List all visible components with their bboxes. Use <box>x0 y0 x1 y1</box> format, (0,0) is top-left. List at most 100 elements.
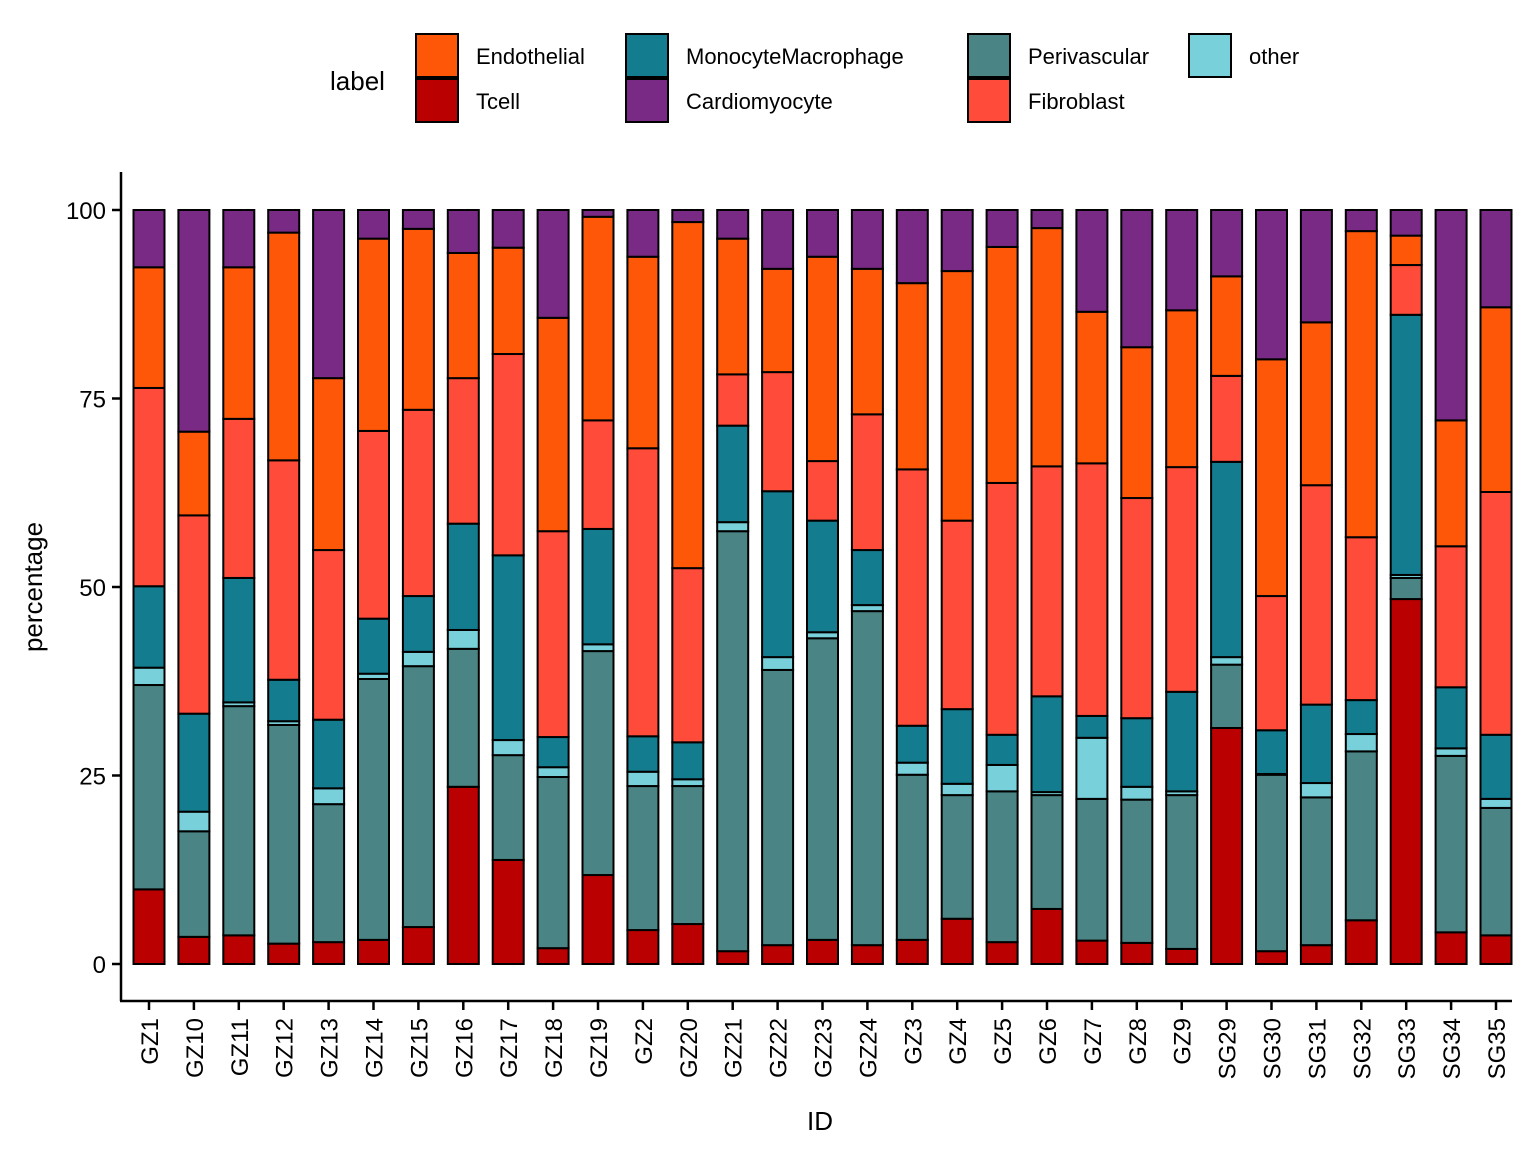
bar-segment-gz16-other <box>446 628 480 650</box>
bar-segment-gz22-tcell <box>761 944 795 966</box>
bar-segment-gz7-monocytemacrophage <box>1075 714 1109 739</box>
x-tick-label-sg32: SG32 <box>1349 1018 1376 1079</box>
bar-segment-gz3-monocytemacrophage <box>895 724 929 764</box>
bar-segment-gz21-endothelial <box>716 237 750 376</box>
bar-segment-gz17-cardiomyocyte <box>491 209 525 249</box>
y-axis-title: percentage <box>18 522 48 652</box>
bar-segment-gz4-monocytemacrophage <box>940 708 974 785</box>
bar-segment-gz4-other <box>940 782 974 797</box>
bar-segment-gz13-cardiomyocyte <box>312 209 346 380</box>
bar-segment-gz21-cardiomyocyte <box>716 209 750 240</box>
legend-swatch-endothelial <box>415 33 459 78</box>
bar-segment-gz4-cardiomyocyte <box>940 209 974 273</box>
bar-segment-gz5-endothelial <box>985 245 1019 484</box>
bar-segment-gz5-monocytemacrophage <box>985 733 1019 766</box>
bar-segment-gz9-perivascular <box>1165 794 1199 950</box>
bar-group-sg31 <box>1299 209 1333 966</box>
legend-swatch-fibroblast <box>967 78 1011 123</box>
x-tick-label-gz1: GZ1 <box>137 1018 164 1065</box>
bar-group-gz2 <box>626 209 660 966</box>
bar-segment-sg31-cardiomyocyte <box>1299 209 1333 324</box>
x-tick-label-gz23: GZ23 <box>811 1018 838 1078</box>
legend-label-fibroblast: Fibroblast <box>1028 89 1125 114</box>
bar-segment-gz17-endothelial <box>491 246 525 356</box>
bar-segment-gz16-monocytemacrophage <box>446 522 480 631</box>
bar-group-gz20 <box>671 209 705 966</box>
x-axis-title: ID <box>807 1106 833 1136</box>
x-tick-label-gz24: GZ24 <box>855 1018 882 1078</box>
bar-segment-gz8-monocytemacrophage <box>1120 717 1154 788</box>
x-tick-label-gz22: GZ22 <box>766 1018 793 1078</box>
bar-segment-gz3-tcell <box>895 938 929 966</box>
bar-segment-gz8-cardiomyocyte <box>1120 209 1154 349</box>
bar-segment-gz3-other <box>895 761 929 776</box>
x-tick-label-sg35: SG35 <box>1484 1018 1511 1079</box>
legend-swatch-cardiomyocyte <box>625 78 669 123</box>
bar-group-gz23 <box>806 209 839 966</box>
bar-segment-gz10-cardiomyocyte <box>177 209 211 433</box>
bar-segment-gz10-fibroblast <box>177 514 211 715</box>
bar-segment-gz6-fibroblast <box>1030 465 1064 698</box>
bar-segment-gz18-endothelial <box>536 316 570 533</box>
bar-segment-sg31-perivascular <box>1299 796 1333 947</box>
bar-group-gz11 <box>222 209 256 966</box>
bar-segment-gz23-cardiomyocyte <box>806 209 839 258</box>
bar-group-sg35 <box>1479 209 1513 966</box>
bar-segment-gz9-cardiomyocyte <box>1165 209 1199 312</box>
legend-label-tcell: Tcell <box>476 89 520 114</box>
bar-segment-gz14-fibroblast <box>357 429 390 620</box>
bar-segment-gz11-cardiomyocyte <box>222 209 256 269</box>
bar-segment-gz15-monocytemacrophage <box>401 595 435 653</box>
bar-segment-sg32-monocytemacrophage <box>1344 699 1378 736</box>
bar-group-gz8 <box>1120 209 1154 965</box>
bar-segment-gz2-cardiomyocyte <box>626 209 660 258</box>
bar-segment-gz2-other <box>626 770 660 788</box>
bar-segment-gz19-endothelial <box>581 215 615 422</box>
bar-segment-gz23-endothelial <box>806 255 839 463</box>
bar-segment-sg33-cardiomyocyte <box>1389 209 1423 237</box>
bar-segment-gz1-cardiomyocyte <box>132 209 166 269</box>
bar-segment-sg30-fibroblast <box>1255 595 1288 732</box>
bar-segment-gz23-tcell <box>806 938 839 966</box>
bar-segment-gz7-cardiomyocyte <box>1075 209 1109 313</box>
bar-segment-gz8-perivascular <box>1120 798 1154 944</box>
bar-segment-gz24-monocytemacrophage <box>850 549 884 607</box>
bar-segment-gz22-perivascular <box>761 668 795 947</box>
legend-swatch-perivascular <box>967 33 1011 78</box>
bar-segment-gz16-perivascular <box>446 647 480 788</box>
bar-segment-gz12-endothelial <box>267 231 301 462</box>
bar-segment-gz14-perivascular <box>357 677 390 941</box>
bar-segment-gz17-tcell <box>491 858 525 965</box>
bar-segment-gz2-tcell <box>626 929 660 966</box>
bar-segment-gz5-tcell <box>985 941 1019 965</box>
legend-item-monocytemacrophage: MonocyteMacrophage <box>625 33 904 78</box>
bar-segment-gz5-other <box>985 763 1019 793</box>
bar-segment-gz12-tcell <box>267 942 301 966</box>
bar-segment-sg33-fibroblast <box>1389 264 1423 316</box>
bar-segment-gz15-tcell <box>401 926 435 966</box>
bar-segment-gz12-perivascular <box>267 723 301 945</box>
bar-segment-sg32-perivascular <box>1344 750 1378 922</box>
bar-segment-gz6-endothelial <box>1030 227 1064 468</box>
bar-group-gz17 <box>491 209 525 965</box>
bar-segment-gz13-endothelial <box>312 377 346 552</box>
bar-group-gz6 <box>1030 209 1064 966</box>
x-tick-label-sg33: SG33 <box>1394 1018 1421 1079</box>
bar-segment-gz22-monocytemacrophage <box>761 490 795 659</box>
x-tick-label-gz10: GZ10 <box>182 1018 209 1078</box>
x-tick-label-gz21: GZ21 <box>721 1018 748 1078</box>
bar-segment-gz11-tcell <box>222 934 256 966</box>
bar-segment-gz5-perivascular <box>985 790 1019 944</box>
bar-group-gz16 <box>446 209 480 965</box>
bar-segment-gz19-other <box>581 643 615 653</box>
bar-segment-sg35-cardiomyocyte <box>1479 209 1513 309</box>
legend-label-cardiomyocyte: Cardiomyocyte <box>686 89 833 114</box>
bar-group-gz19 <box>581 209 615 966</box>
x-tick-label-gz13: GZ13 <box>317 1018 344 1078</box>
bar-segment-gz15-endothelial <box>401 227 435 411</box>
legend-item-endothelial: Endothelial <box>415 33 585 78</box>
bar-segment-gz24-perivascular <box>850 610 884 947</box>
bar-segment-gz15-perivascular <box>401 665 435 929</box>
bar-group-sg34 <box>1434 209 1468 965</box>
bar-group-gz24 <box>850 209 884 966</box>
